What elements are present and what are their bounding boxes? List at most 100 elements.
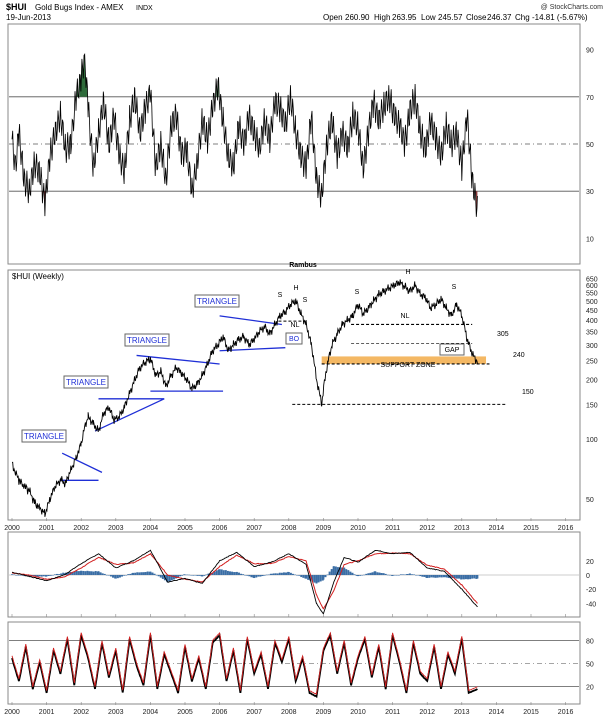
close-label: Close <box>466 13 487 22</box>
macd-histogram-bar <box>428 575 430 578</box>
price-x-tick-label: 2004 <box>143 525 159 532</box>
annotation-triangle-2: TRIANGLE <box>66 378 106 387</box>
macd-histogram-bar <box>48 575 50 576</box>
macd-histogram-bar <box>95 571 97 575</box>
macd-histogram-bar <box>322 575 324 580</box>
macd-histogram-bar <box>467 575 469 579</box>
macd-histogram-bar <box>266 575 268 576</box>
macd-histogram-bar <box>294 575 296 576</box>
rsi-tick-label: 90 <box>586 48 594 55</box>
macd-histogram-bar <box>283 572 285 575</box>
macd-histogram-bar <box>374 571 376 575</box>
macd-histogram-bar <box>250 575 252 577</box>
macd-histogram-bar <box>259 575 261 577</box>
macd-histogram-bar <box>173 575 175 579</box>
macd-signal-line <box>12 553 477 609</box>
macd-histogram-bar <box>387 575 389 576</box>
price-x-tick-label: 2013 <box>454 525 470 532</box>
macd-histogram-bar <box>248 575 250 576</box>
stoch-x-tick-label: 2014 <box>489 709 505 716</box>
macd-histogram-bar <box>253 575 255 578</box>
macd-histogram-bar <box>190 575 192 576</box>
annotations: TRIANGLE TRIANGLE TRIANGLE TRIANGLE H S … <box>22 262 534 442</box>
price-tick-label: 600 <box>586 283 598 290</box>
macd-histogram-bar <box>446 575 448 578</box>
macd-tick-label: -40 <box>586 601 596 608</box>
macd-histogram-bar <box>400 574 402 575</box>
price-x-tick-label: 2016 <box>558 525 574 532</box>
macd-histogram-bar <box>435 575 437 578</box>
annotation-head-1: H <box>293 285 298 292</box>
macd-histogram-bar <box>349 572 351 575</box>
macd-histogram-bar <box>43 575 45 576</box>
macd-histogram-bar <box>56 574 58 575</box>
macd-histogram-bar <box>469 575 471 579</box>
annotation-neckline-2: NL <box>401 313 410 320</box>
macd-histogram-bar <box>392 575 394 576</box>
chg-label: Chg <box>515 13 530 22</box>
stoch-x-tick-label: 2015 <box>523 709 539 716</box>
macd-histogram-bar <box>110 575 112 576</box>
macd-histogram-bar <box>123 575 125 576</box>
macd-histogram-bar <box>125 575 127 576</box>
macd-histogram-bar <box>305 575 307 579</box>
macd-histogram-bar <box>419 575 421 576</box>
stoch-x-tick-label: 2003 <box>108 709 124 716</box>
price-x-tick-label: 2001 <box>39 525 55 532</box>
macd-histogram-bar <box>181 575 183 576</box>
macd-histogram-bar <box>262 575 264 576</box>
macd-histogram-bar <box>39 575 41 576</box>
stoch-x-tick-label: 2006 <box>212 709 228 716</box>
macd-histogram-bar <box>402 574 404 575</box>
macd-histogram-bar <box>290 573 292 575</box>
macd-histogram-bar <box>324 575 326 577</box>
price-tick-label: 500 <box>586 299 598 306</box>
macd-histogram-bar <box>277 573 279 575</box>
annotation-shoulder-3: S <box>355 289 360 296</box>
price-panel-title: $HUI (Weekly) <box>12 272 64 281</box>
macd-histogram-bar <box>473 575 475 578</box>
macd-histogram-bar <box>227 571 229 575</box>
macd-histogram-bar <box>354 574 356 575</box>
stoch-x-tick-label: 2000 <box>4 709 20 716</box>
macd-histogram-bar <box>19 575 21 576</box>
stoch-x-tick-label: 2013 <box>454 709 470 716</box>
macd-histogram-bar <box>471 575 473 579</box>
stoch-k-line <box>12 635 477 697</box>
macd-histogram-bar <box>458 575 460 579</box>
macd-histogram-bar <box>134 573 136 575</box>
macd-histogram-bar <box>244 575 246 576</box>
macd-histogram-bar <box>255 575 257 577</box>
rsi-tick-label: 50 <box>586 142 594 149</box>
macd-histogram-bar <box>50 575 52 576</box>
macd-histogram-bar <box>151 573 153 575</box>
stoch-tick-label: 50 <box>586 662 594 669</box>
macd-histogram-bar <box>233 572 235 575</box>
macd-histogram-bar <box>115 575 117 579</box>
macd-histogram-bar <box>80 571 82 575</box>
macd-histogram-bar <box>156 575 158 576</box>
open-label: Open <box>323 13 343 22</box>
macd-histogram-bar <box>288 572 290 575</box>
macd-histogram-bar <box>216 570 218 575</box>
macd-histogram-bar <box>463 575 465 579</box>
macd-histogram-bar <box>275 573 277 575</box>
macd-histogram-bar <box>119 575 121 578</box>
macd-histogram-bar <box>225 570 227 575</box>
symbol: $HUI <box>6 2 27 12</box>
price-tick-label: 450 <box>586 308 598 315</box>
macd-histogram-bar <box>389 575 391 576</box>
macd-histogram-bar <box>91 571 93 575</box>
macd-histogram-bar <box>320 575 322 581</box>
macd-histogram-bar <box>351 573 353 575</box>
stoch-x-tick-label: 2002 <box>73 709 89 716</box>
macd-histogram-bar <box>300 575 302 577</box>
rsi-tick-label: 70 <box>586 95 594 102</box>
stoch-tick-label: 20 <box>586 685 594 692</box>
price-tick-label: 400 <box>586 318 598 325</box>
macd-histogram-bar <box>421 575 423 577</box>
macd-histogram-bar <box>378 573 380 575</box>
macd-histogram-bar <box>423 575 425 577</box>
triangle-line <box>62 453 102 472</box>
price-x-tick-label: 2007 <box>246 525 262 532</box>
